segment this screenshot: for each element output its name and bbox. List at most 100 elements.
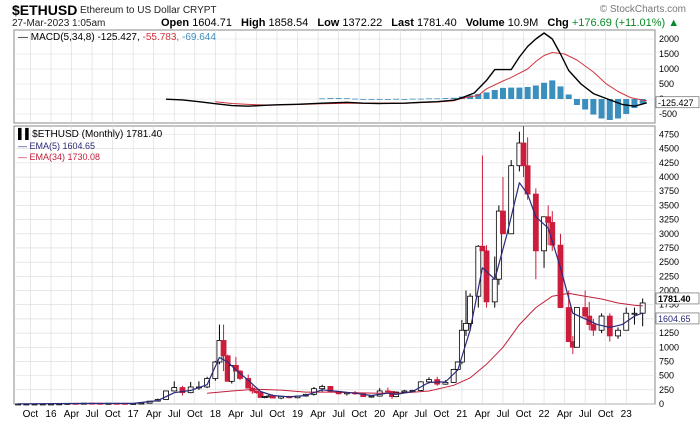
x-tick-label: Oct (23, 409, 39, 420)
candle-body (442, 382, 449, 385)
candle-body (368, 395, 375, 398)
candle-body (458, 329, 465, 363)
macd-histogram-bar (590, 99, 597, 115)
ema5-legend: — EMA(5) 1604.65 (18, 141, 95, 151)
candle-body (598, 315, 605, 331)
candle-body (220, 340, 227, 357)
macd-y-tick-label: 1000 (659, 64, 679, 74)
candle-body (467, 295, 473, 324)
brand-watermark: © StockCharts.com (599, 4, 686, 15)
macd-histogram-bar (565, 94, 572, 99)
symbol-title: $ETHUSD (12, 2, 78, 18)
macd-histogram-bar (631, 99, 638, 108)
x-tick-label: Apr (475, 409, 491, 420)
candle-body (495, 210, 502, 280)
symbol-description: Ethereum to US Dollar CRYPT (80, 5, 217, 16)
price-y-tick-label: 2250 (659, 271, 679, 281)
macd-y-tick-label: -500 (659, 109, 677, 119)
candle-body (491, 278, 498, 303)
low-value: 1372.22 (342, 17, 383, 29)
x-tick-label: 22 (538, 409, 550, 420)
macd-y-tick-label: 1500 (659, 49, 679, 59)
macd-histogram-bar (557, 86, 564, 99)
candle-body (212, 361, 219, 379)
last-label: Last (391, 17, 414, 29)
candle-body (565, 307, 572, 342)
x-tick-label: Oct (105, 409, 121, 420)
x-tick-label: 16 (45, 409, 57, 420)
candle-body (257, 392, 264, 398)
price-legend: ▌▌$ETHUSD (Monthly) 1781.40 (18, 127, 163, 141)
x-tick-label: Jul (497, 409, 510, 420)
x-tick-label: 23 (621, 409, 633, 420)
ema5-last-value-tag: 1604.65 (658, 314, 691, 324)
macd-histogram-bar (352, 98, 359, 100)
price-y-tick-label: 3000 (659, 229, 679, 239)
macd-line (165, 32, 647, 107)
ema5-last-value-tag-box (655, 312, 700, 325)
macd-histogram-bar (360, 99, 367, 100)
candle-body (253, 390, 260, 394)
x-tick-label: Apr (228, 409, 244, 420)
open-value: 1604.71 (192, 17, 232, 29)
macd-y-tick-label: 2000 (659, 34, 679, 44)
price-y-tick-label: 1250 (659, 328, 679, 338)
candle-body (171, 387, 178, 392)
candle-body (615, 329, 621, 337)
price-panel-frame (13, 125, 656, 405)
price-y-tick-label: 3750 (659, 186, 679, 196)
price-y-tick-label: 4750 (659, 130, 679, 140)
price-y-tick-label: 750 (659, 356, 674, 366)
macd-histogram-bar (442, 98, 449, 99)
x-tick-label: Apr (392, 409, 408, 420)
macd-histogram-bar (426, 98, 433, 100)
x-tick-label: Apr (146, 409, 162, 420)
macd-histogram-bar (582, 99, 589, 110)
x-tick-label: Oct (598, 409, 614, 420)
ema5-line (18, 182, 643, 405)
x-tick-label: 21 (456, 409, 468, 420)
x-tick-label: Oct (269, 409, 285, 420)
candle-body (582, 307, 589, 317)
price-y-tick-label: 3250 (659, 215, 679, 225)
candle-body (319, 386, 326, 390)
x-tick-label: Apr (64, 409, 80, 420)
low-label: Low (317, 17, 340, 29)
x-tick-label: Jul (86, 409, 99, 420)
macd-histogram-bar (573, 99, 580, 105)
macd-histogram-bar (516, 87, 523, 99)
open-label: Open (161, 17, 190, 29)
price-y-tick-label: 4000 (659, 172, 679, 182)
price-y-tick-label: 2000 (659, 286, 679, 296)
macd-histogram-bar (401, 99, 408, 100)
macd-legend-signal-value: -55.783, (143, 32, 182, 43)
macd-histogram-bar (327, 98, 334, 99)
macd-histogram-bar (475, 93, 482, 99)
macd-histogram-bar (450, 97, 457, 99)
macd-histogram-bar (639, 99, 646, 104)
macd-histogram-bar (409, 98, 416, 100)
macd-histogram-bar (598, 99, 605, 119)
candle-body (524, 165, 531, 195)
x-tick-label: Jul (168, 409, 181, 420)
price-last-value-tag-box (655, 292, 700, 305)
x-tick-label: Apr (310, 409, 326, 420)
candle-body (545, 216, 552, 223)
price-y-tick-label: 0 (659, 399, 664, 409)
price-y-tick-label: 500 (659, 371, 674, 381)
volume-value: 10.9M (507, 17, 539, 29)
candle-body (508, 165, 515, 235)
ema34-line (207, 292, 643, 394)
candle-body (138, 402, 145, 405)
macd-histogram-bar (434, 98, 441, 100)
macd-histogram-bar (483, 92, 490, 99)
candle-body (179, 387, 186, 394)
macd-histogram-bar (532, 85, 539, 99)
macd-histogram-bar (491, 90, 498, 99)
price-y-tick-label: 250 (659, 385, 674, 395)
candle-body (327, 386, 334, 392)
macd-histogram-bar (549, 80, 556, 99)
x-tick-label: 19 (292, 409, 304, 420)
candle-body (269, 395, 276, 399)
